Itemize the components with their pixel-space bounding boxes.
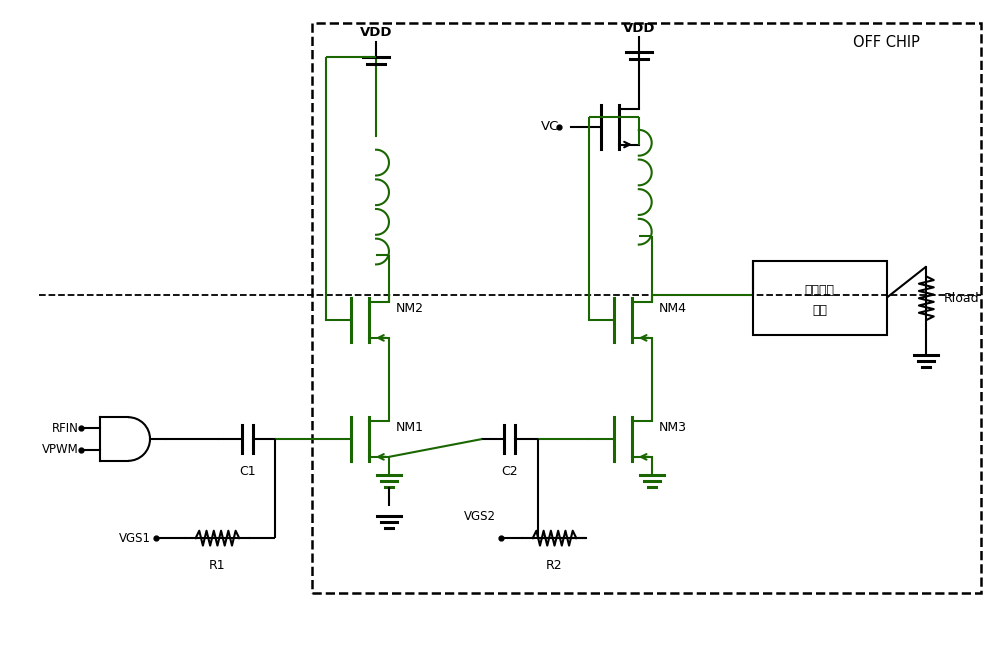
Text: NM1: NM1 xyxy=(396,421,424,434)
Text: Rload: Rload xyxy=(944,292,980,305)
Text: NM4: NM4 xyxy=(659,302,687,315)
Text: R2: R2 xyxy=(546,559,563,572)
Text: R1: R1 xyxy=(209,559,226,572)
Text: OFF CHIP: OFF CHIP xyxy=(853,35,920,50)
Text: NM3: NM3 xyxy=(659,421,687,434)
Text: VDD: VDD xyxy=(623,21,655,34)
Text: C1: C1 xyxy=(239,465,255,478)
Text: RFIN: RFIN xyxy=(52,422,79,435)
Text: 电路: 电路 xyxy=(812,304,827,317)
Text: 输出匹配: 输出匹配 xyxy=(805,284,835,297)
Bar xyxy=(753,261,887,335)
Text: VGS1: VGS1 xyxy=(119,532,151,545)
Text: C2: C2 xyxy=(502,465,518,478)
Text: NM2: NM2 xyxy=(396,302,424,315)
Text: VPWM: VPWM xyxy=(42,443,79,456)
Text: VDD: VDD xyxy=(360,27,392,40)
Text: VGS2: VGS2 xyxy=(464,510,496,523)
Text: VC: VC xyxy=(541,120,559,133)
